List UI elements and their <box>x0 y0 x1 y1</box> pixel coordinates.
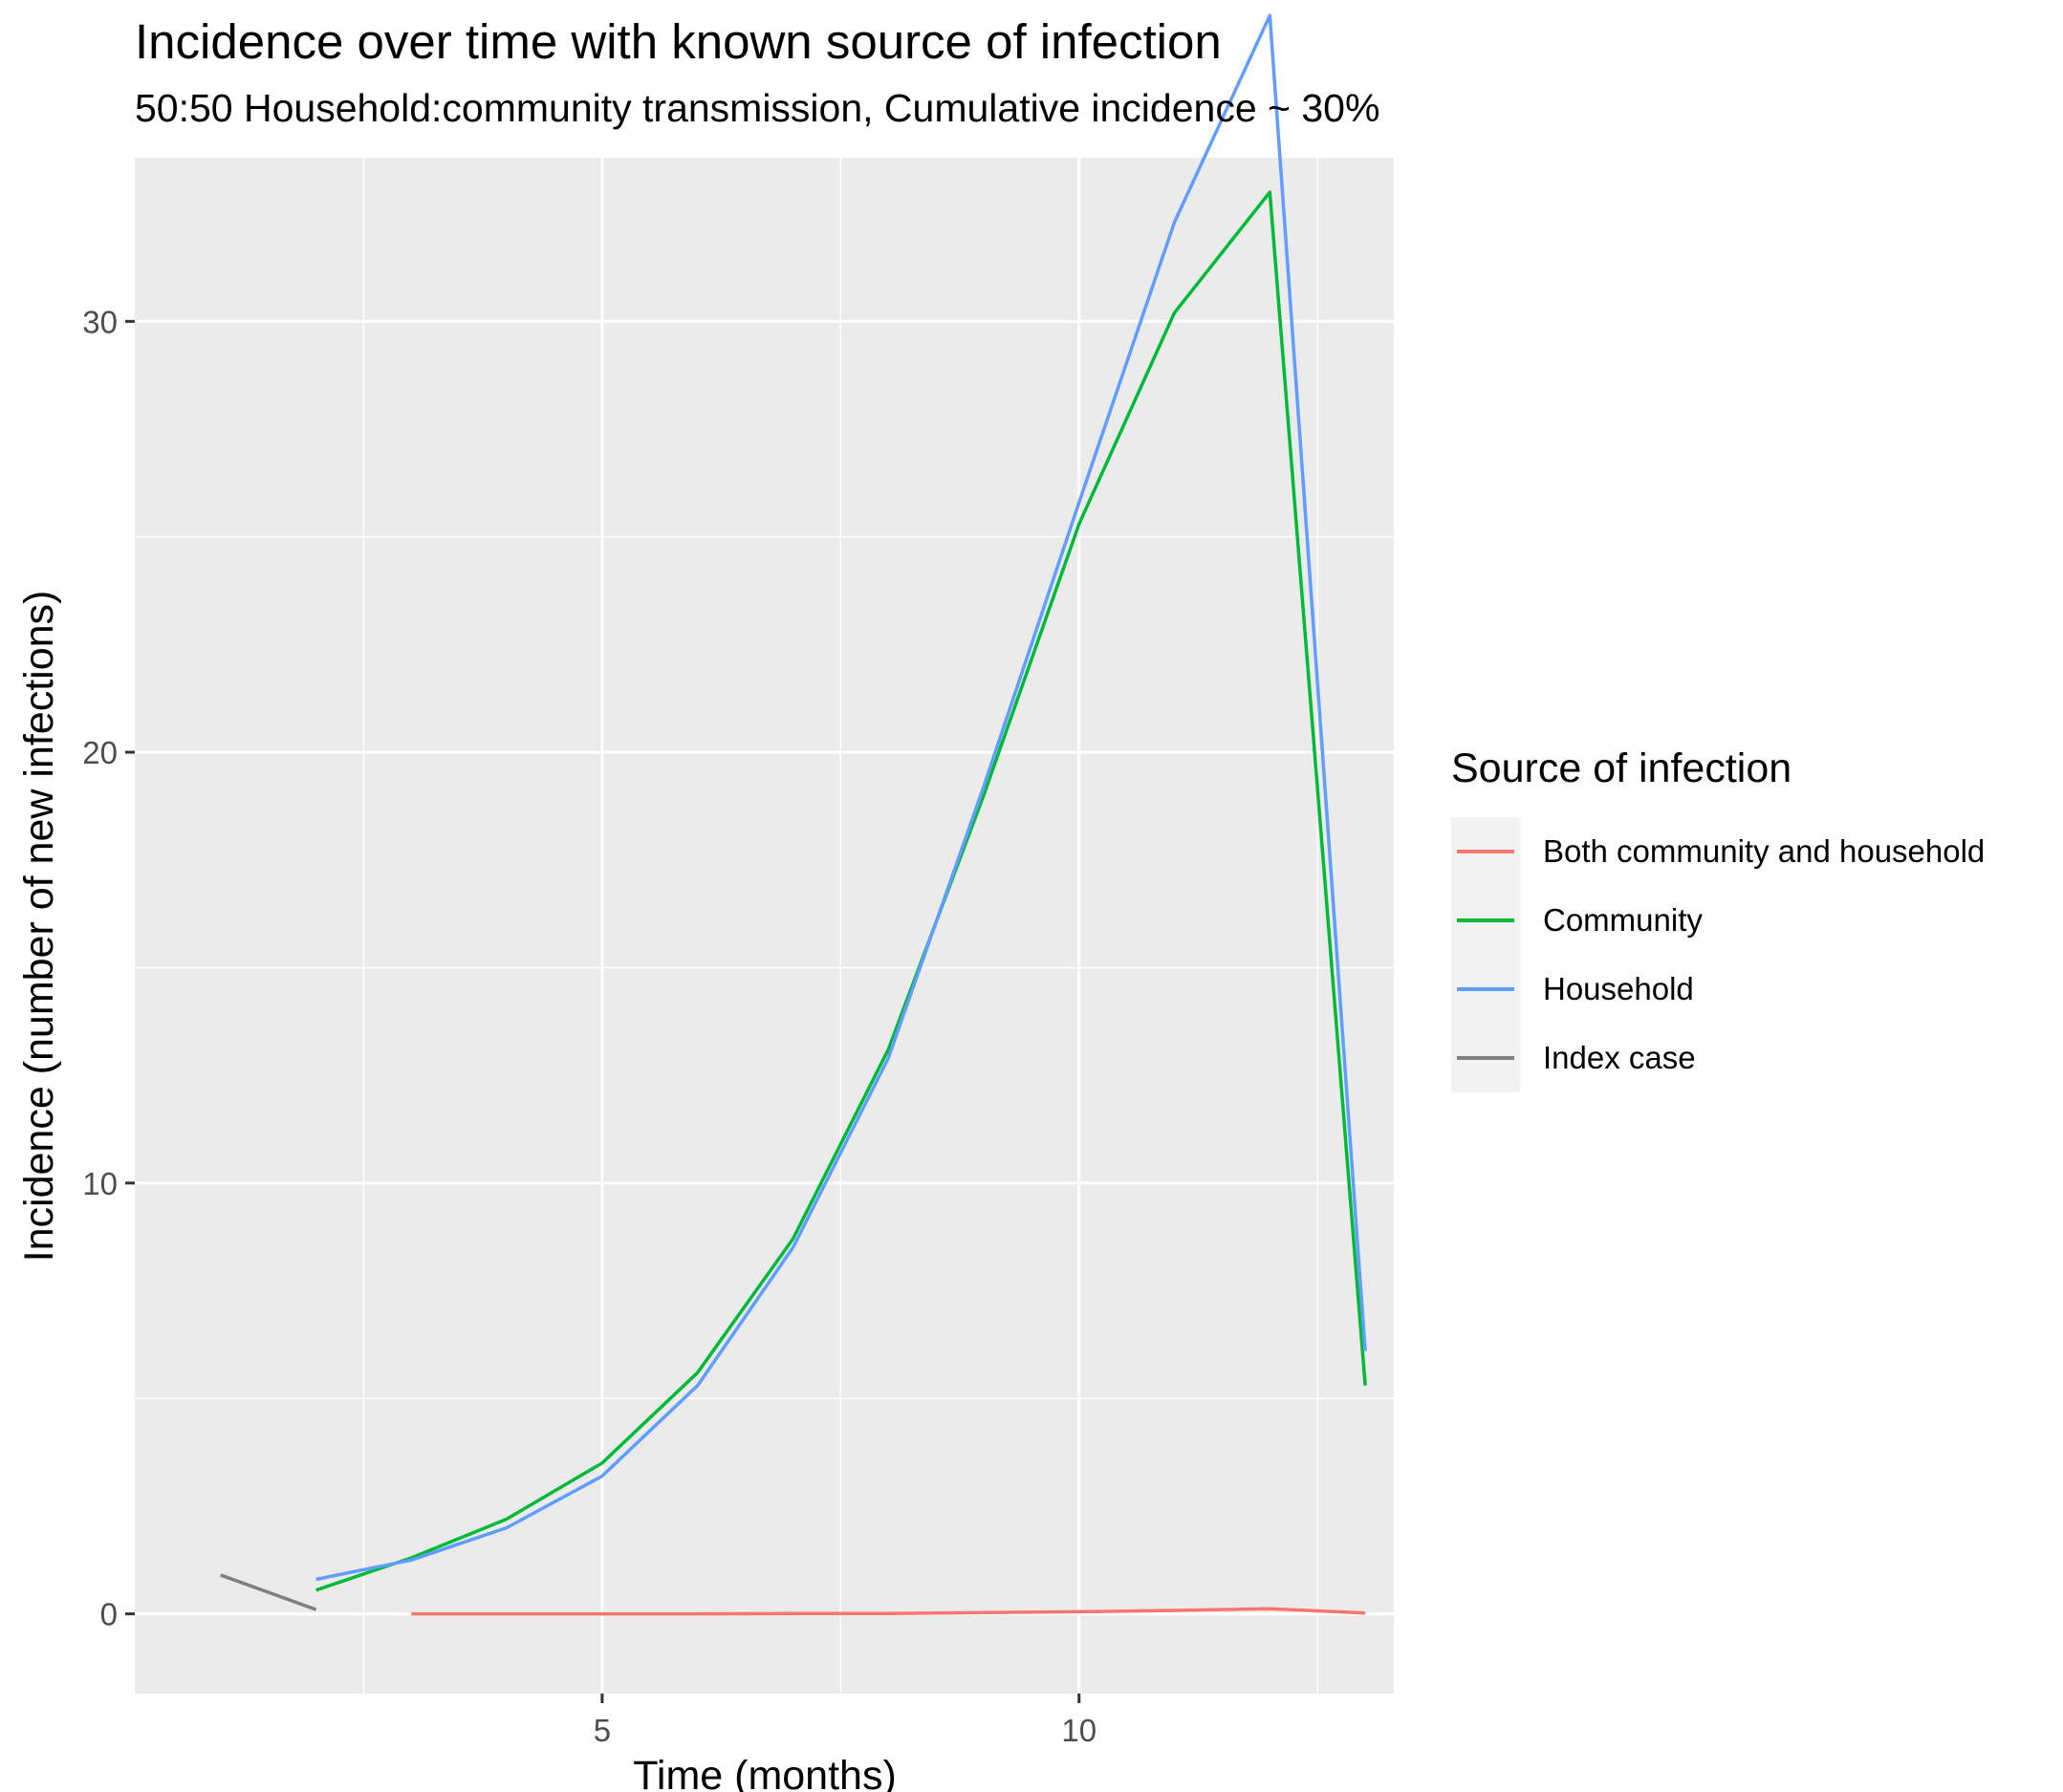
legend-label: Community <box>1543 902 1703 938</box>
legend-label: Index case <box>1543 1040 1696 1075</box>
y-tick-label: 20 <box>82 735 118 770</box>
legend-title: Source of infection <box>1451 745 1792 791</box>
plot-panel <box>135 158 1394 1694</box>
series-lines <box>220 13 1367 1616</box>
series-line-index-case <box>220 1573 317 1611</box>
legend-key <box>1451 817 1520 886</box>
axes: 5 10 0 10 20 30 <box>82 304 1097 1748</box>
y-tick-label: 30 <box>82 304 118 339</box>
y-axis-title: Incidence (number of new infections) <box>16 591 62 1263</box>
chart-title: Incidence over time with known source of… <box>135 14 1222 69</box>
chart-subtitle: 50:50 Household:community transmission, … <box>135 86 1380 130</box>
legend-item-both-community-and-household: Both community and household <box>1451 817 1985 886</box>
y-tick-label: 0 <box>100 1597 118 1632</box>
legend-item-index-case: Index case <box>1451 1024 1985 1092</box>
series-line-household <box>315 13 1367 1582</box>
series-line-both-community-and-household <box>411 1607 1366 1616</box>
legend-key <box>1451 1024 1520 1092</box>
legend-item-community: Community <box>1451 886 1985 955</box>
legend-items: Both community and household Community Hou… <box>1451 817 1985 1092</box>
x-tick-label: 10 <box>1061 1713 1097 1748</box>
legend-label: Household <box>1543 971 1694 1006</box>
legend-key <box>1451 955 1520 1024</box>
legend-item-household: Household <box>1451 955 1985 1024</box>
y-tick-label: 10 <box>82 1166 118 1201</box>
legend-swatch <box>1457 850 1514 853</box>
legend-key <box>1451 886 1520 955</box>
major-gridlines <box>135 158 1394 1694</box>
legend-swatch <box>1457 987 1514 991</box>
series-line-community <box>315 190 1367 1592</box>
legend-swatch <box>1457 1056 1514 1060</box>
legend-label: Both community and household <box>1543 833 1986 869</box>
legend-swatch <box>1457 918 1514 922</box>
minor-gridlines <box>135 158 1394 1694</box>
legend: Source of infection Both community and h… <box>1451 745 1985 1092</box>
x-tick-label: 5 <box>594 1713 611 1748</box>
x-axis-title: Time (months) <box>633 1753 897 1792</box>
